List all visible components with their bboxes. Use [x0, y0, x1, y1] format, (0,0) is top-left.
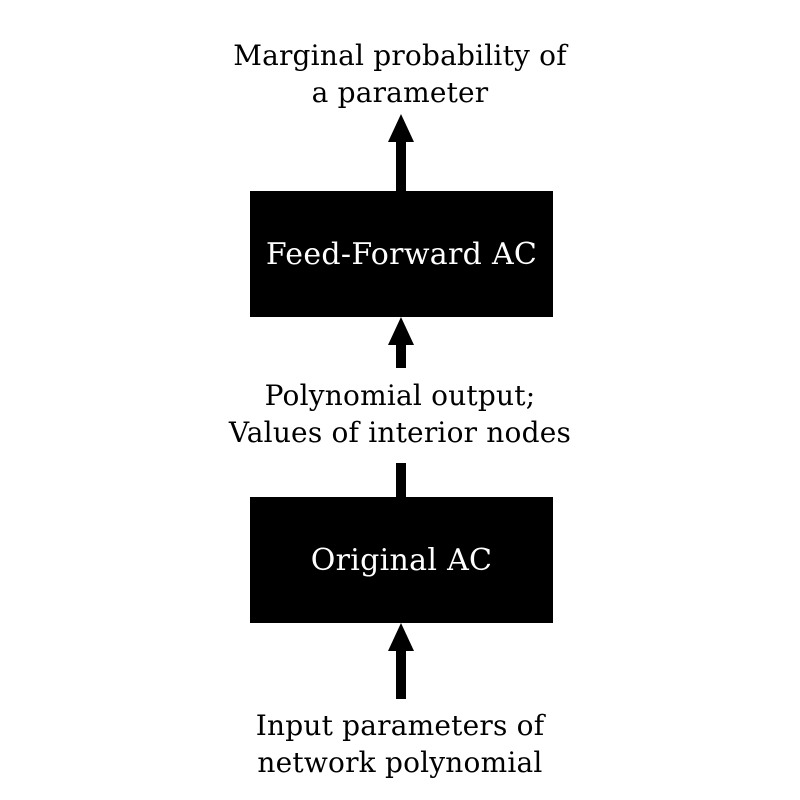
- middle-output-label-line2: Values of interior nodes: [228, 416, 572, 449]
- arrow-head-up-icon: [388, 317, 414, 345]
- bottom-input-label: Input parameters of network polynomial: [0, 707, 800, 781]
- original-ac-label: Original AC: [310, 542, 493, 578]
- original-ac-box: Original AC: [250, 497, 553, 623]
- middle-output-label-line1: Polynomial output;: [264, 379, 536, 412]
- arrow-shaft: [396, 343, 406, 368]
- top-output-label-line1: Marginal probability of: [233, 39, 567, 72]
- arrow-shaft: [396, 140, 406, 192]
- bottom-input-label-line2: network polynomial: [257, 746, 543, 779]
- arrow-shaft: [396, 649, 406, 699]
- top-output-label: Marginal probability of a parameter: [0, 37, 800, 111]
- arrow-head-up-icon: [388, 623, 414, 651]
- top-output-label-line2: a parameter: [311, 76, 489, 109]
- connector-original-to-middle: [396, 463, 406, 497]
- bottom-input-label-line1: Input parameters of: [255, 709, 545, 742]
- middle-output-label: Polynomial output; Values of interior no…: [0, 377, 800, 451]
- feed-forward-ac-label: Feed-Forward AC: [265, 236, 538, 272]
- arrow-head-up-icon: [388, 114, 414, 142]
- feed-forward-ac-box: Feed-Forward AC: [250, 191, 553, 317]
